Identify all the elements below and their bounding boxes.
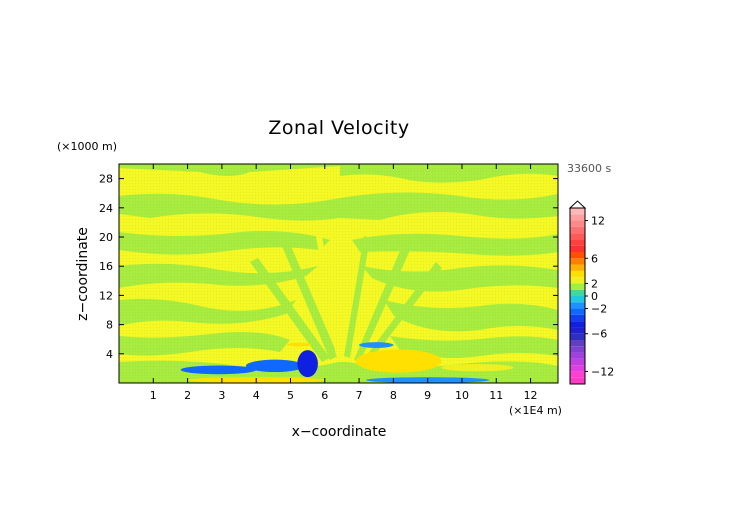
x-tick-label: 9 [424,389,431,402]
colorbar-segment [570,377,585,384]
x-axis-unit: (×1E4 m) [509,404,562,417]
y-tick-label: 8 [106,319,113,332]
colorbar-segment [570,270,585,278]
y-tick-label: 16 [99,260,113,273]
colorbar-tick-label: −12 [591,365,614,378]
y-tick-label: 24 [99,202,113,215]
colorbar-segment [570,327,585,334]
colorbar-tick-label: 6 [591,252,598,265]
x-tick-label: 11 [489,389,503,402]
x-tick-label: 10 [455,389,469,402]
y-axis-label: z−coordinate [75,227,91,321]
colorbar-segment [570,296,585,303]
chart-title: Zonal Velocity [268,117,409,139]
colorbar-segment [570,365,585,372]
x-axis-label: x−coordinate [292,424,387,440]
colorbar-segment [570,252,585,259]
y-tick-label: 28 [99,173,113,186]
colorbar-segment [570,352,585,359]
negative-velocity-region [359,342,394,348]
positive-velocity-region [355,349,442,373]
colorbar-segment [570,308,585,315]
colorbar-segment [570,314,585,322]
colorbar-segment [570,245,585,252]
colorbar-segment [570,239,585,246]
colorbar: 12 6 20−2 −6 −12 [568,200,614,385]
y-tick-label: 4 [106,348,113,361]
colorbar-tick-label: 12 [591,215,605,228]
colorbar-segment [570,208,585,215]
colorbar-segment [570,258,585,265]
negative-velocity-region [245,359,305,373]
time-label: 33600 s [567,162,611,175]
positive-velocity-region [287,342,312,347]
colorbar-segment [570,214,585,221]
colorbar-segment [570,302,585,309]
colorbar-tick-label: −6 [591,328,607,341]
colorbar-segment [570,371,585,378]
colorbar-tick-label: −2 [591,303,607,316]
colorbar-segment [570,220,585,227]
y-axis-unit: (×1000 m) [57,140,117,153]
y-tick-label: 20 [99,231,113,244]
colorbar-segment [570,358,585,366]
colorbar-segment [570,340,585,347]
colorbar-segment [570,333,585,340]
x-tick-label: 4 [253,389,260,402]
x-tick-label: 7 [356,389,363,402]
y-tick-label: 12 [99,289,113,302]
colorbar-segment [570,277,585,284]
x-tick-label: 2 [184,389,191,402]
colorbar-tick-label: 2 [591,277,598,290]
negative-velocity-region [180,365,257,375]
colorbar-segment [570,321,585,328]
colorbar-extend-arrow [568,200,587,209]
field-texture [119,164,558,383]
x-axis: 1 2 3 4 5 6 7 8 9 10 11 12 [150,164,538,402]
positive-velocity-region [441,364,514,372]
colorbar-segment [570,283,585,290]
colorbar-segment [570,346,585,353]
colorbar-segment [570,226,585,234]
plot-frame [118,163,559,384]
x-tick-label: 8 [390,389,397,402]
x-tick-label: 12 [524,389,538,402]
colorbar-tick-label: 0 [591,290,598,303]
x-tick-label: 5 [287,389,294,402]
negative-velocity-region [297,350,318,378]
x-tick-label: 1 [150,389,157,402]
colorbar-segment [570,264,585,271]
x-tick-label: 3 [218,389,225,402]
colorbar-segment [570,233,585,240]
y-axis: 4 8 12 16 20 24 28 [99,173,558,361]
colorbar-segment [570,289,585,296]
x-tick-label: 6 [321,389,328,402]
field-features [180,342,514,383]
